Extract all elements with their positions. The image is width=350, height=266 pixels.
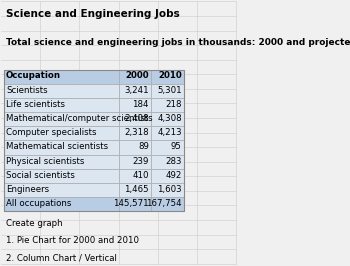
FancyBboxPatch shape	[151, 84, 184, 98]
Text: 492: 492	[166, 171, 182, 180]
FancyBboxPatch shape	[119, 98, 151, 112]
FancyBboxPatch shape	[151, 126, 184, 140]
Text: Life scientists: Life scientists	[6, 100, 65, 109]
Text: 1,603: 1,603	[157, 185, 182, 194]
Text: 283: 283	[165, 156, 182, 165]
FancyBboxPatch shape	[4, 112, 119, 126]
Text: 184: 184	[133, 100, 149, 109]
Text: Computer specialists: Computer specialists	[6, 128, 97, 137]
Text: Scientists: Scientists	[6, 86, 48, 95]
Text: 3,241: 3,241	[124, 86, 149, 95]
FancyBboxPatch shape	[151, 98, 184, 112]
Text: 2010: 2010	[158, 72, 182, 81]
FancyBboxPatch shape	[4, 197, 119, 211]
Text: 239: 239	[133, 156, 149, 165]
Text: 2. Column Chart / Vertical: 2. Column Chart / Vertical	[6, 253, 117, 262]
Text: 4,213: 4,213	[157, 128, 182, 137]
Text: Create graph: Create graph	[6, 219, 63, 228]
Text: 218: 218	[165, 100, 182, 109]
Text: Total science and engineering jobs in thousands: 2000 and projected 2010: Total science and engineering jobs in th…	[6, 38, 350, 47]
FancyBboxPatch shape	[4, 126, 119, 140]
FancyBboxPatch shape	[4, 84, 119, 98]
FancyBboxPatch shape	[151, 70, 184, 84]
FancyBboxPatch shape	[151, 140, 184, 155]
FancyBboxPatch shape	[151, 169, 184, 183]
Text: 167,754: 167,754	[146, 199, 182, 208]
FancyBboxPatch shape	[151, 112, 184, 126]
FancyBboxPatch shape	[119, 70, 151, 84]
FancyBboxPatch shape	[151, 183, 184, 197]
Text: Mathematical/computer scientists: Mathematical/computer scientists	[6, 114, 153, 123]
FancyBboxPatch shape	[4, 155, 119, 169]
FancyBboxPatch shape	[4, 98, 119, 112]
Text: 4,308: 4,308	[157, 114, 182, 123]
Text: All occupations: All occupations	[6, 199, 71, 208]
Text: Engineers: Engineers	[6, 185, 49, 194]
FancyBboxPatch shape	[4, 169, 119, 183]
FancyBboxPatch shape	[151, 197, 184, 211]
Text: Occupation: Occupation	[6, 72, 61, 81]
Text: 2,408: 2,408	[124, 114, 149, 123]
Text: 145,571: 145,571	[113, 199, 149, 208]
Text: Social scientists: Social scientists	[6, 171, 75, 180]
Text: 89: 89	[138, 142, 149, 151]
Text: 1,465: 1,465	[124, 185, 149, 194]
FancyBboxPatch shape	[119, 112, 151, 126]
Text: Physical scientists: Physical scientists	[6, 156, 84, 165]
Text: Science and Engineering Jobs: Science and Engineering Jobs	[6, 9, 180, 19]
FancyBboxPatch shape	[119, 140, 151, 155]
FancyBboxPatch shape	[4, 70, 119, 84]
FancyBboxPatch shape	[119, 183, 151, 197]
FancyBboxPatch shape	[151, 155, 184, 169]
Text: 95: 95	[171, 142, 182, 151]
FancyBboxPatch shape	[119, 84, 151, 98]
Text: 1. Pie Chart for 2000 and 2010: 1. Pie Chart for 2000 and 2010	[6, 236, 139, 245]
FancyBboxPatch shape	[119, 197, 151, 211]
Text: 2,318: 2,318	[124, 128, 149, 137]
FancyBboxPatch shape	[4, 183, 119, 197]
Text: 2000: 2000	[125, 72, 149, 81]
FancyBboxPatch shape	[119, 169, 151, 183]
Text: Mathematical scientists: Mathematical scientists	[6, 142, 108, 151]
FancyBboxPatch shape	[4, 140, 119, 155]
Text: 5,301: 5,301	[157, 86, 182, 95]
FancyBboxPatch shape	[119, 155, 151, 169]
Text: 410: 410	[133, 171, 149, 180]
FancyBboxPatch shape	[119, 126, 151, 140]
